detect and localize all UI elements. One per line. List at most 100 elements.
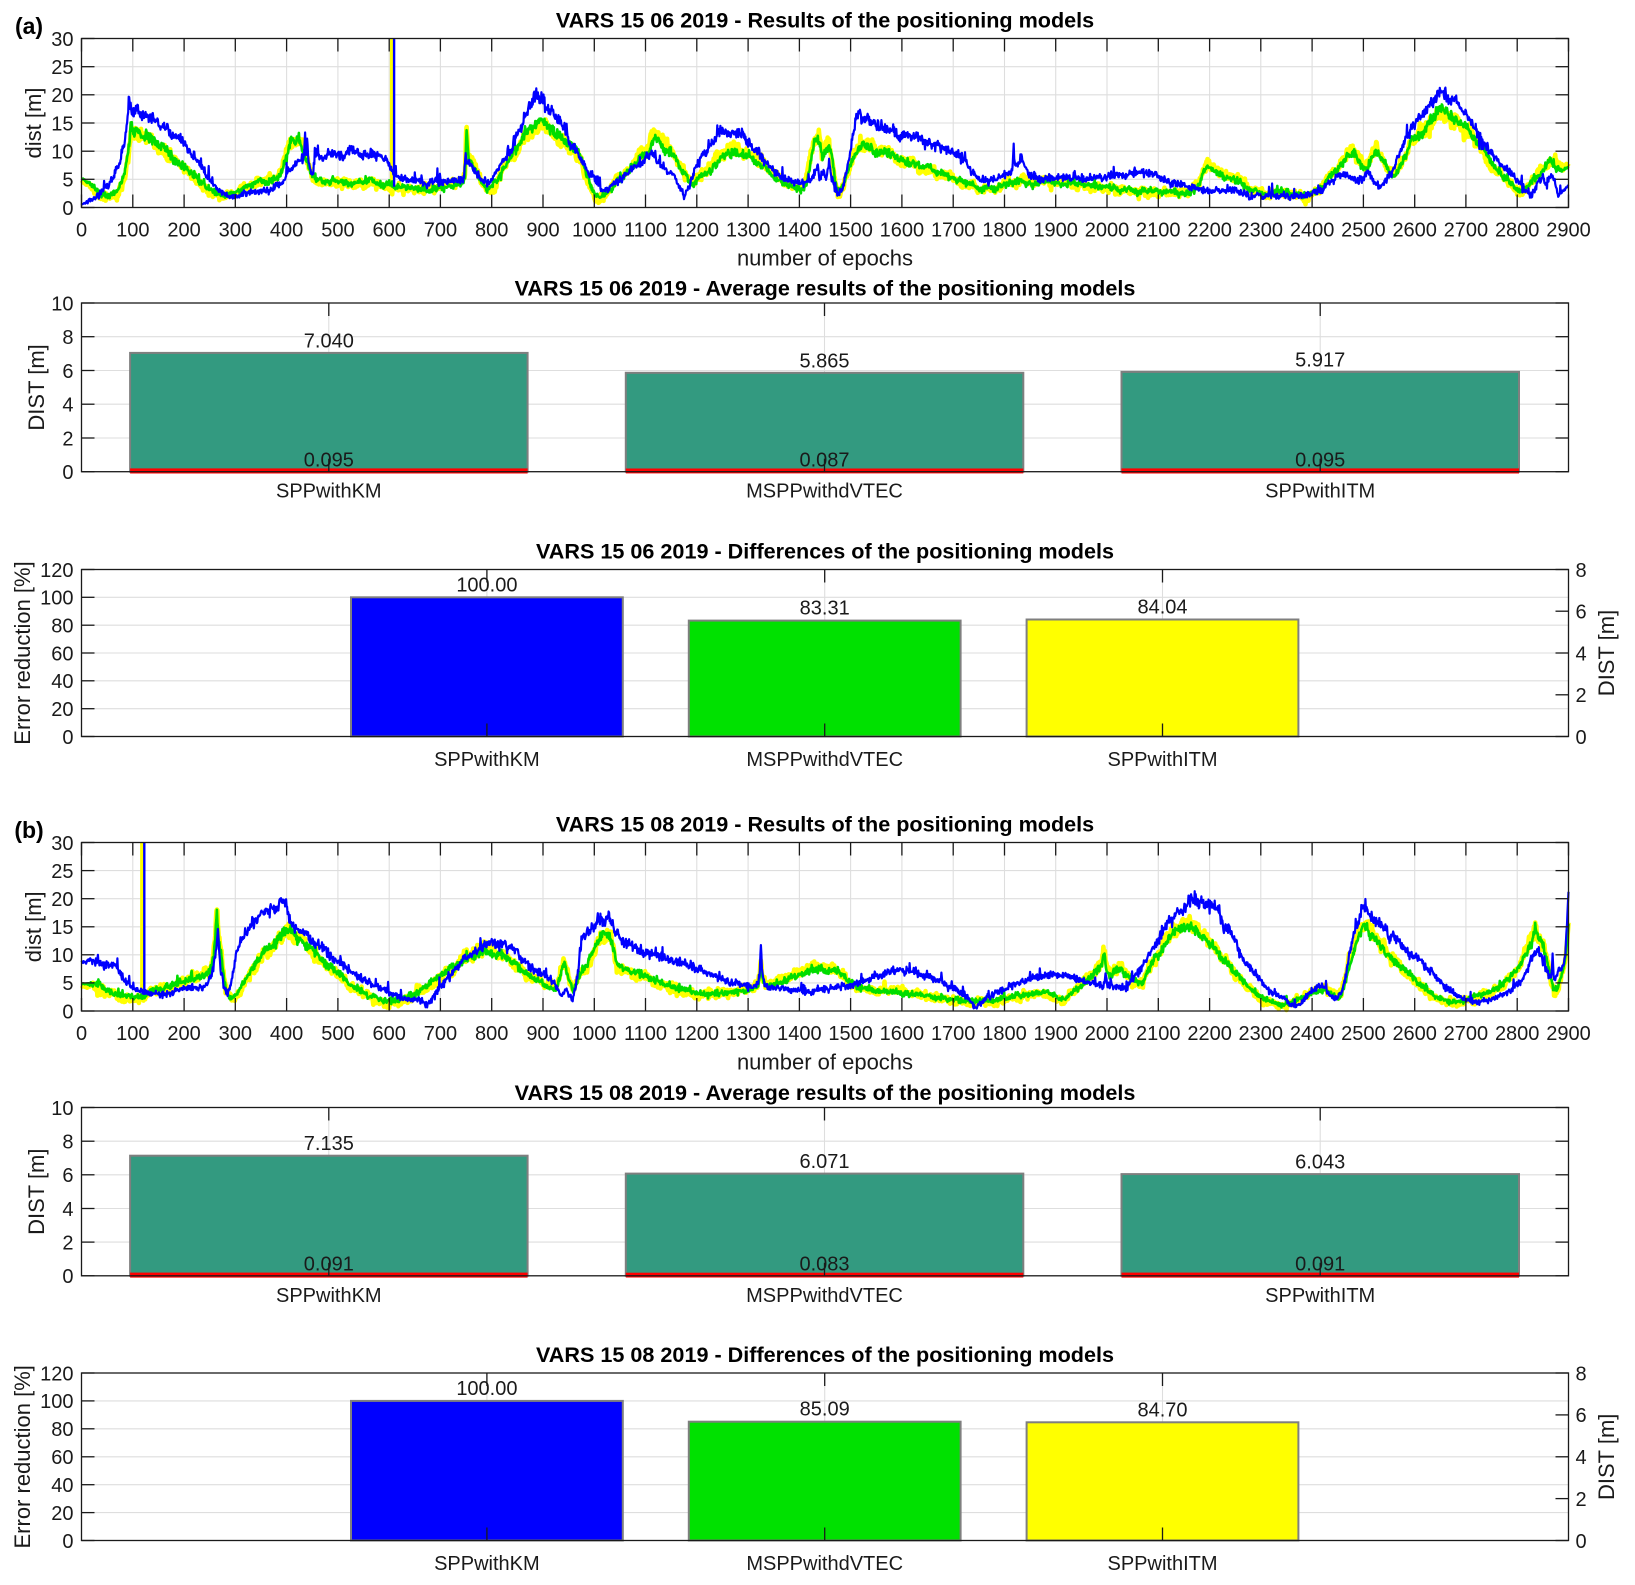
svg-text:VARS 15 08 2019 - Results of t: VARS 15 08 2019 - Results of the positio… [556,812,1094,837]
svg-text:15: 15 [51,113,73,135]
svg-text:(b): (b) [14,817,43,843]
svg-text:5: 5 [62,973,73,995]
svg-text:0.087: 0.087 [799,450,849,472]
svg-text:400: 400 [270,220,303,242]
svg-text:100: 100 [40,1391,73,1413]
svg-text:(a): (a) [15,13,43,39]
svg-text:10: 10 [51,1098,73,1120]
svg-text:2: 2 [1576,1489,1587,1511]
svg-text:2000: 2000 [1085,220,1130,242]
svg-text:700: 700 [424,220,457,242]
svg-text:1900: 1900 [1033,1023,1078,1045]
svg-text:900: 900 [526,220,559,242]
svg-text:0: 0 [76,220,87,242]
svg-text:2200: 2200 [1187,1023,1232,1045]
svg-text:VARS 15 06 2019 - Differences: VARS 15 06 2019 - Differences of the pos… [536,539,1114,564]
svg-text:2300: 2300 [1239,1023,1284,1045]
svg-text:1900: 1900 [1033,220,1078,242]
svg-text:2: 2 [62,1232,73,1254]
svg-text:2400: 2400 [1290,1023,1335,1045]
svg-text:1500: 1500 [828,1023,873,1045]
svg-text:25: 25 [51,861,73,883]
svg-text:25: 25 [51,57,73,79]
svg-text:800: 800 [475,220,508,242]
svg-text:0.095: 0.095 [1295,450,1345,472]
svg-text:500: 500 [321,1023,354,1045]
svg-text:VARS 15 06 2019 - Results of t: VARS 15 06 2019 - Results of the positio… [556,8,1094,33]
svg-text:4: 4 [1576,643,1587,665]
svg-text:2100: 2100 [1136,1023,1181,1045]
svg-text:20: 20 [51,1503,73,1525]
svg-text:0: 0 [62,198,73,220]
svg-text:300: 300 [219,220,252,242]
svg-text:0.091: 0.091 [1295,1254,1345,1276]
svg-text:5.917: 5.917 [1295,349,1345,371]
svg-text:Error reduction [%]: Error reduction [%] [10,561,35,744]
svg-text:1800: 1800 [982,1023,1027,1045]
svg-text:10: 10 [51,142,73,164]
svg-text:8: 8 [62,1132,73,1154]
svg-text:40: 40 [51,671,73,693]
svg-text:6.071: 6.071 [799,1151,849,1173]
svg-text:MSPPwithdVTEC: MSPPwithdVTEC [746,1553,903,1575]
svg-text:2300: 2300 [1239,220,1284,242]
svg-text:1000: 1000 [572,1023,617,1045]
svg-text:2900: 2900 [1546,1023,1591,1045]
svg-text:2900: 2900 [1546,220,1591,242]
svg-text:85.09: 85.09 [800,1399,850,1421]
svg-text:MSPPwithdVTEC: MSPPwithdVTEC [746,481,903,503]
svg-text:DIST [m]: DIST [m] [24,1149,49,1235]
svg-text:1300: 1300 [726,1023,771,1045]
svg-text:20: 20 [51,699,73,721]
svg-text:0: 0 [76,1023,87,1045]
svg-text:1100: 1100 [624,1023,667,1045]
svg-text:2600: 2600 [1392,220,1437,242]
svg-text:VARS 15 06 2019 - Average resu: VARS 15 06 2019 - Average results of the… [515,276,1136,301]
svg-text:20: 20 [51,85,73,107]
svg-text:SPPwithITM: SPPwithITM [1265,481,1375,503]
svg-text:1800: 1800 [982,220,1027,242]
svg-text:SPPwithITM: SPPwithITM [1265,1285,1375,1307]
svg-text:2500: 2500 [1341,220,1386,242]
svg-text:2: 2 [1576,685,1587,707]
svg-text:40: 40 [51,1475,73,1497]
svg-text:8: 8 [1576,560,1587,582]
svg-text:80: 80 [51,616,73,638]
svg-text:4: 4 [1576,1447,1587,1469]
svg-text:600: 600 [373,1023,406,1045]
svg-text:8: 8 [62,327,73,349]
svg-text:15: 15 [51,917,73,939]
svg-text:7.135: 7.135 [304,1133,354,1155]
svg-text:200: 200 [167,220,200,242]
svg-text:120: 120 [40,560,73,582]
svg-text:83.31: 83.31 [800,598,850,620]
svg-text:0: 0 [62,1266,73,1288]
svg-text:6.043: 6.043 [1295,1152,1345,1174]
svg-text:VARS 15 08 2019 - Average resu: VARS 15 08 2019 - Average results of the… [515,1080,1136,1105]
svg-text:DIST [m]: DIST [m] [1594,1414,1619,1500]
svg-text:1400: 1400 [777,1023,822,1045]
svg-text:number of epochs: number of epochs [737,246,913,271]
svg-text:Error reduction [%]: Error reduction [%] [10,1365,35,1548]
svg-text:SPPwithITM: SPPwithITM [1107,1553,1217,1575]
svg-text:10: 10 [51,293,73,315]
svg-text:0.095: 0.095 [304,450,354,472]
svg-text:2700: 2700 [1444,1023,1489,1045]
svg-text:dist [m]: dist [m] [21,88,46,159]
svg-text:84.70: 84.70 [1137,1399,1187,1421]
svg-text:100.00: 100.00 [456,574,517,596]
svg-text:800: 800 [475,1023,508,1045]
svg-text:0: 0 [62,1001,73,1023]
svg-text:2500: 2500 [1341,1023,1386,1045]
svg-text:200: 200 [167,1023,200,1045]
svg-text:100: 100 [40,588,73,610]
svg-text:60: 60 [51,643,73,665]
svg-text:30: 30 [51,833,73,855]
svg-text:SPPwithITM: SPPwithITM [1107,749,1217,771]
svg-text:6: 6 [1576,1405,1587,1427]
svg-text:2100: 2100 [1136,220,1181,242]
svg-text:0: 0 [62,462,73,484]
svg-text:1100: 1100 [624,220,667,242]
svg-text:5: 5 [62,170,73,192]
svg-text:120: 120 [40,1363,73,1385]
